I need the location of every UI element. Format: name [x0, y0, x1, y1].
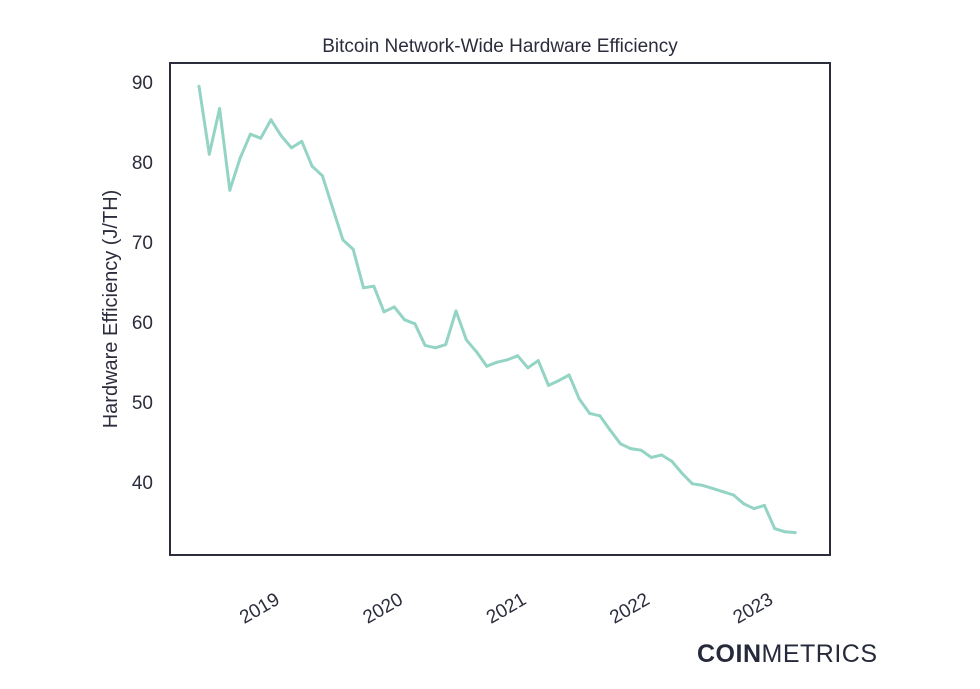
data-point — [433, 346, 437, 350]
data-point — [639, 448, 643, 452]
data-point — [536, 359, 540, 363]
x-tick-label: 2023 — [730, 589, 777, 628]
data-point — [588, 411, 592, 415]
data-point — [670, 459, 674, 463]
coinmetrics-logo: COINMETRICS — [697, 640, 878, 669]
data-point — [680, 471, 684, 475]
data-point — [310, 164, 314, 168]
data-point — [762, 503, 766, 507]
x-tick-label: 2019 — [236, 589, 283, 628]
data-point — [403, 318, 407, 322]
data-point — [279, 134, 283, 138]
series-line — [197, 85, 796, 535]
logo-bold: COIN — [697, 640, 762, 668]
data-point — [649, 455, 653, 459]
data-point — [485, 364, 489, 368]
data-point — [742, 502, 746, 506]
data-point — [331, 206, 335, 210]
y-tick-label: 50 — [132, 393, 153, 414]
data-point — [392, 305, 396, 309]
data-point — [773, 527, 777, 531]
data-point — [351, 247, 355, 251]
data-point — [228, 188, 232, 192]
data-point — [290, 146, 294, 150]
data-point — [618, 442, 622, 446]
data-point — [505, 358, 509, 362]
data-point — [721, 490, 725, 494]
data-point — [690, 482, 694, 486]
data-point — [516, 354, 520, 358]
data-point — [547, 383, 551, 387]
data-point — [248, 132, 252, 136]
data-point — [464, 338, 468, 342]
data-point — [732, 493, 736, 497]
data-point — [629, 447, 633, 451]
logo-light: METRICS — [761, 640, 878, 668]
y-tick-label: 40 — [132, 473, 153, 494]
data-point — [567, 373, 571, 377]
data-point — [475, 350, 479, 354]
data-point — [495, 360, 499, 364]
data-point — [320, 174, 324, 178]
data-point — [608, 428, 612, 432]
data-point — [423, 343, 427, 347]
data-point — [269, 118, 273, 122]
data-point — [413, 322, 417, 326]
chart-title: Bitcoin Network-Wide Hardware Efficiency — [322, 36, 678, 57]
data-point — [711, 487, 715, 491]
data-point — [660, 453, 664, 457]
data-point — [341, 238, 345, 242]
data-point — [557, 379, 561, 383]
plot-frame — [169, 62, 831, 556]
data-point — [372, 284, 376, 288]
data-point — [300, 139, 304, 143]
data-point — [444, 343, 448, 347]
x-tick-label: 2021 — [483, 589, 530, 628]
data-point — [454, 309, 458, 313]
x-tick-label: 2020 — [360, 589, 407, 628]
x-tick-label: 2022 — [606, 589, 653, 628]
data-point — [197, 84, 201, 88]
data-point — [259, 136, 263, 140]
data-point — [218, 107, 222, 111]
data-point — [752, 507, 756, 511]
data-point — [577, 397, 581, 401]
data-point — [598, 414, 602, 418]
data-point — [207, 152, 211, 156]
data-point — [793, 531, 797, 535]
y-tick-label: 60 — [132, 313, 153, 334]
data-point — [783, 530, 787, 534]
data-point — [238, 156, 242, 160]
y-axis-label: Hardware Efficiency (J/TH) — [100, 190, 122, 429]
data-point — [361, 286, 365, 290]
data-point — [701, 483, 705, 487]
data-point — [382, 310, 386, 314]
data-point — [526, 366, 530, 370]
y-tick-label: 80 — [132, 153, 153, 174]
y-tick-label: 90 — [132, 73, 153, 94]
y-tick-label: 70 — [132, 233, 153, 254]
